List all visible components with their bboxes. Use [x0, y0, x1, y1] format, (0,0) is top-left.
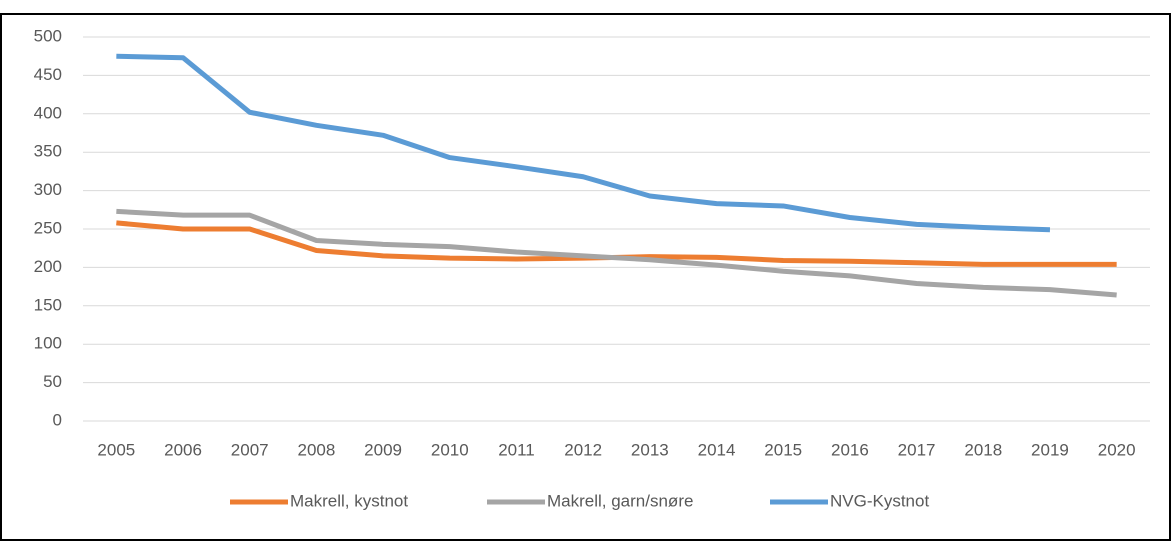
- x-tick-label: 2017: [898, 440, 936, 459]
- x-tick-label: 2014: [698, 440, 736, 459]
- x-tick-label: 2006: [164, 440, 202, 459]
- x-tick-label: 2015: [764, 440, 802, 459]
- x-tick-label: 2016: [831, 440, 869, 459]
- series-line: [116, 208, 1117, 298]
- x-tick-label: 2005: [97, 440, 135, 459]
- x-tick-label: 2008: [297, 440, 335, 459]
- x-tick-label: 2007: [231, 440, 269, 459]
- y-tick-label: 250: [34, 218, 62, 237]
- y-tick-label: 100: [34, 334, 62, 353]
- y-tick-label: 400: [34, 103, 62, 122]
- x-tick-label: 2010: [431, 440, 469, 459]
- x-tick-label: 2012: [564, 440, 602, 459]
- legend-label: Makrell, kystnot: [290, 491, 408, 510]
- y-tick-label: 0: [53, 410, 62, 429]
- x-tick-label: 2018: [964, 440, 1002, 459]
- y-tick-label: 50: [43, 372, 62, 391]
- x-tick-label: 2011: [498, 440, 535, 459]
- y-tick-label: 350: [34, 142, 62, 161]
- y-tick-label: 300: [34, 180, 62, 199]
- series-line: [116, 53, 1051, 233]
- y-tick-label: 150: [34, 295, 62, 314]
- x-tick-label: 2013: [631, 440, 669, 459]
- x-tick-label: 2019: [1031, 440, 1069, 459]
- y-tick-label: 200: [34, 257, 62, 276]
- x-tick-label: 2020: [1098, 440, 1136, 459]
- legend-label: NVG-Kystnot: [830, 491, 929, 510]
- x-tick-label: 2009: [364, 440, 402, 459]
- chart-frame: [0, 13, 1171, 541]
- legend-label: Makrell, garn/snøre: [547, 491, 693, 510]
- y-tick-label: 500: [34, 26, 62, 45]
- y-tick-label: 450: [34, 65, 62, 84]
